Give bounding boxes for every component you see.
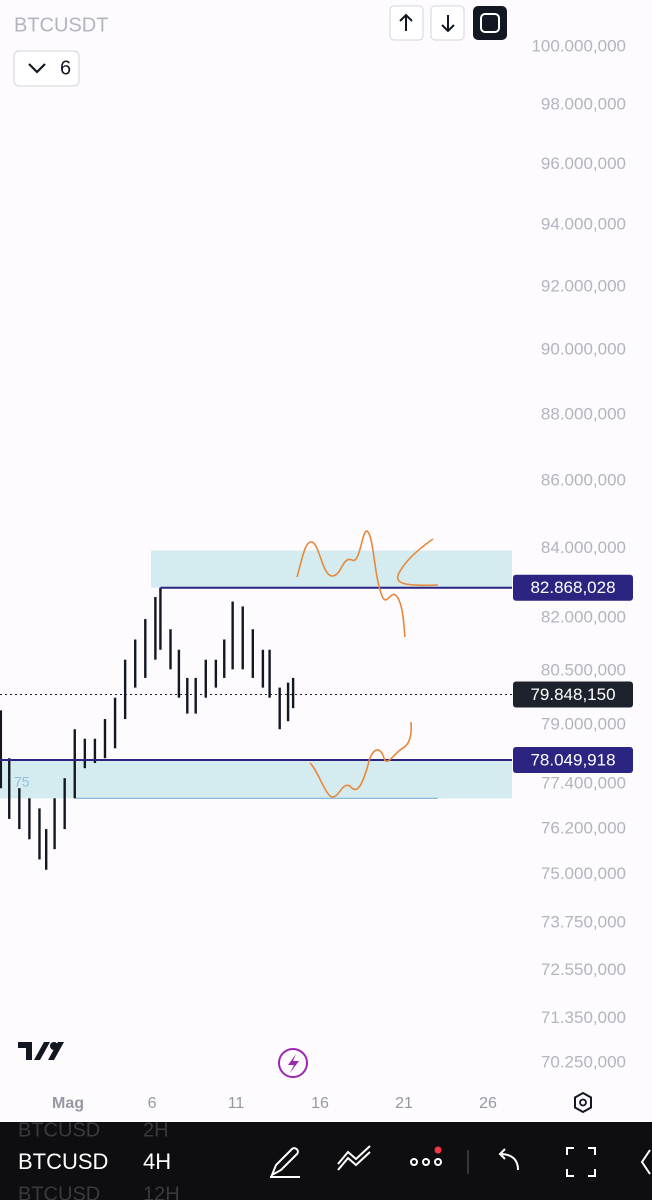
zone-annotation: 75 (14, 774, 30, 790)
ghost-symbol: BTCUSD (18, 1183, 100, 1200)
scroll-arrow[interactable] (640, 1149, 651, 1175)
y-tick-label: 80.500,000 (541, 661, 626, 680)
y-tick-label: 86.000,000 (541, 470, 626, 489)
settings-button[interactable] (574, 1091, 592, 1114)
x-tick-label: 26 (479, 1095, 497, 1112)
y-tick-label: 84.000,000 (541, 538, 626, 557)
x-tick-label: 21 (395, 1095, 413, 1112)
more-button[interactable] (410, 1146, 442, 1166)
y-tick-label: 88.000,000 (541, 404, 626, 423)
ghost-interval: 2H (143, 1119, 169, 1141)
toolbar-symbol[interactable]: BTCUSD (18, 1149, 108, 1174)
indicators-button[interactable] (337, 1145, 371, 1171)
tradingview-logo (48, 1042, 64, 1060)
y-tick-label: 73.750,000 (541, 913, 626, 932)
chevron-icon (28, 63, 46, 74)
price-tag (513, 574, 633, 601)
drawing-scribble (296, 530, 406, 638)
ghost-symbol: BTCUSD (18, 1119, 100, 1141)
y-tick-label: 94.000,000 (541, 215, 626, 234)
price-tag-label: 78.049,918 (530, 751, 615, 770)
last-price-tag (513, 681, 633, 708)
y-tick-label: 96.000,000 (541, 154, 626, 173)
y-tick-label: 90.000,000 (541, 340, 626, 359)
y-tick-label: 77.400,000 (541, 774, 626, 793)
y-tick-label: 100.000,000 (531, 36, 626, 55)
symbol-title: BTCUSDT (14, 14, 108, 36)
fullscreen-button[interactable] (473, 6, 507, 40)
tradingview-logo (18, 1042, 50, 1060)
last-price-label: 79.848,150 (530, 685, 615, 704)
toolbar-interval[interactable]: 4H (143, 1149, 171, 1174)
y-tick-label: 75.000,000 (541, 864, 626, 883)
y-tick-label: 76.200,000 (541, 819, 626, 838)
y-tick-label: 79.000,000 (541, 715, 626, 734)
x-tick-label: 16 (311, 1095, 329, 1112)
undo-button[interactable] (498, 1148, 519, 1171)
y-tick-label: 70.250,000 (541, 1052, 626, 1071)
draw-tool-button[interactable] (270, 1147, 300, 1178)
price-zone (151, 550, 512, 588)
price-tag-label: 82.868,028 (530, 578, 615, 597)
drawing-scribble (309, 721, 413, 798)
y-tick-label: 82.000,000 (541, 607, 626, 626)
fullscreen-toggle[interactable] (566, 1147, 596, 1177)
fullscreen-icon (480, 13, 500, 33)
lightning-button[interactable] (278, 1048, 308, 1078)
indicator-count: 6 (60, 57, 71, 79)
y-tick-label: 71.350,000 (541, 1008, 626, 1027)
ghost-interval: 12H (143, 1183, 180, 1200)
settings-icon (579, 1098, 587, 1107)
x-tick-label: Mag (52, 1095, 84, 1112)
up-icon (399, 13, 413, 31)
y-tick-label: 72.550,000 (541, 960, 626, 979)
price-zone (0, 760, 512, 799)
y-tick-label: 92.000,000 (541, 276, 626, 295)
collapse-button[interactable] (13, 50, 80, 87)
x-tick-label: 6 (148, 1095, 157, 1112)
x-tick-label: 11 (228, 1095, 245, 1112)
price-tag (513, 747, 633, 774)
down-icon (441, 15, 455, 33)
y-tick-label: 98.000,000 (541, 95, 626, 114)
drawing-scribble (396, 538, 439, 587)
bottom-toolbar (0, 1122, 652, 1200)
lightning-icon (288, 1054, 299, 1073)
